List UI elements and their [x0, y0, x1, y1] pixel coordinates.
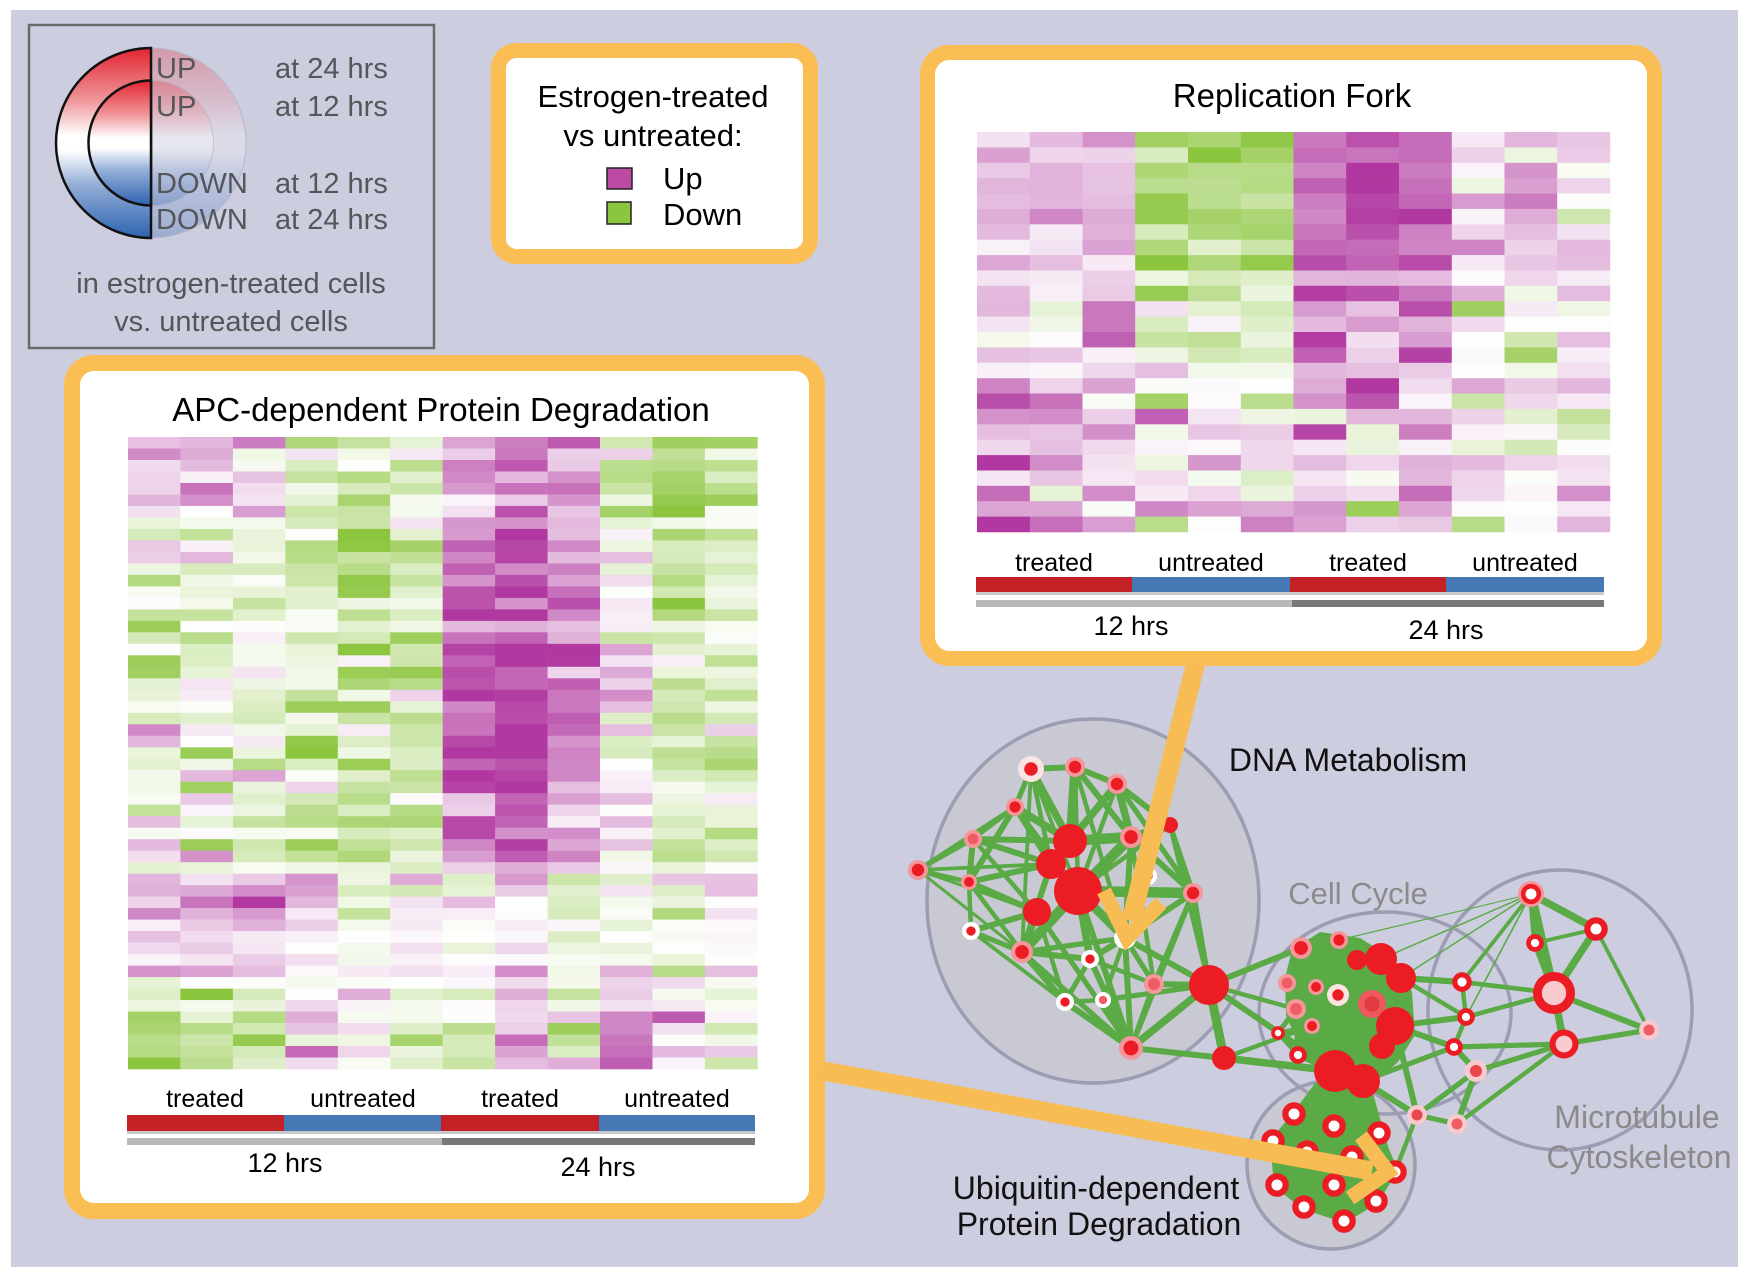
svg-text:Microtubule: Microtubule [1554, 1099, 1719, 1135]
svg-text:untreated: untreated [1158, 549, 1264, 577]
svg-text:24 hrs: 24 hrs [560, 1152, 635, 1182]
svg-text:untreated: untreated [310, 1085, 416, 1113]
svg-text:untreated: untreated [624, 1085, 730, 1113]
svg-text:Cytoskeleton: Cytoskeleton [1547, 1139, 1732, 1175]
svg-text:untreated: untreated [1472, 549, 1578, 577]
svg-text:APC-dependent Protein Degradat: APC-dependent Protein Degradation [172, 391, 710, 428]
svg-text:at 24 hrs: at 24 hrs [275, 204, 388, 236]
svg-text:Replication Fork: Replication Fork [1173, 77, 1412, 114]
svg-text:at 12 hrs: at 12 hrs [275, 91, 388, 123]
svg-text:DOWN: DOWN [156, 204, 248, 236]
svg-text:DOWN: DOWN [156, 168, 248, 200]
svg-text:at 12 hrs: at 12 hrs [275, 168, 388, 200]
svg-text:vs untreated:: vs untreated: [563, 118, 742, 153]
svg-text:Ubiquitin-dependent: Ubiquitin-dependent [953, 1170, 1240, 1206]
svg-text:at 24 hrs: at 24 hrs [275, 53, 388, 85]
svg-text:Estrogen-treated: Estrogen-treated [538, 79, 769, 114]
svg-text:Down: Down [663, 197, 742, 232]
svg-text:treated: treated [1329, 549, 1407, 577]
svg-text:in estrogen-treated cells: in estrogen-treated cells [76, 268, 386, 300]
svg-text:vs. untreated cells: vs. untreated cells [114, 306, 348, 338]
svg-text:Up: Up [663, 161, 703, 196]
svg-text:Cell Cycle: Cell Cycle [1288, 876, 1428, 911]
svg-text:UP: UP [156, 53, 196, 85]
svg-text:treated: treated [481, 1085, 559, 1113]
svg-text:UP: UP [156, 91, 196, 123]
svg-text:12 hrs: 12 hrs [247, 1148, 322, 1178]
svg-text:12 hrs: 12 hrs [1093, 611, 1168, 641]
svg-text:DNA Metabolism: DNA Metabolism [1229, 742, 1467, 778]
svg-text:treated: treated [1015, 549, 1093, 577]
svg-text:24 hrs: 24 hrs [1408, 615, 1483, 645]
svg-text:treated: treated [166, 1085, 244, 1113]
svg-text:Protein Degradation: Protein Degradation [957, 1206, 1242, 1242]
